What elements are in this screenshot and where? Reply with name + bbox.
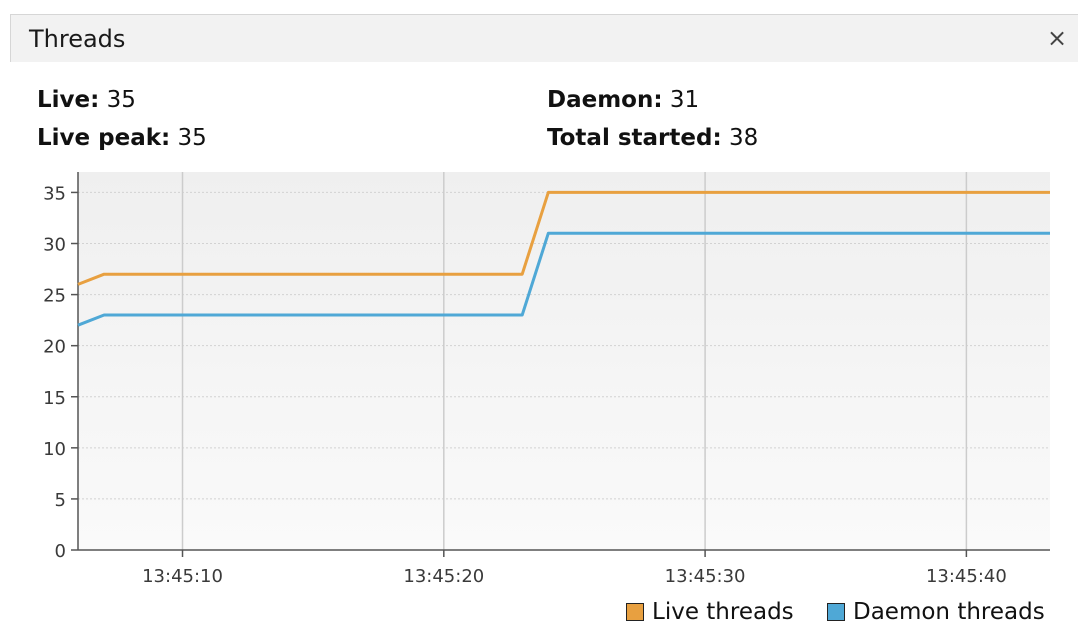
stat-total-started-value: 38	[728, 125, 759, 151]
y-tick-label: 15	[43, 388, 66, 409]
x-tick-label: 13:45:30	[665, 566, 746, 587]
y-tick-label: 20	[43, 337, 66, 358]
y-tick-label: 25	[43, 286, 66, 307]
legend-item-live-threads: Live threads	[626, 596, 794, 628]
stat-live-peak: Live peak: 35	[37, 123, 207, 153]
y-tick-label: 30	[43, 235, 66, 256]
series-line-live-threads	[77, 190, 1050, 286]
close-icon[interactable]: ×	[1046, 24, 1068, 52]
series-line-daemon-threads	[77, 231, 1050, 327]
stat-total-started: Total started: 38	[547, 123, 758, 153]
stat-live-label: Live:	[37, 87, 100, 113]
x-tick-label: 13:45:40	[926, 566, 1007, 587]
stat-live-peak-label: Live peak:	[37, 125, 171, 151]
y-tick-label: 10	[43, 439, 66, 460]
stat-live-peak-value: 35	[177, 125, 207, 151]
threads-chart: 0 5 10 15 20 25 30 35 13:45:10 13:45:20 13:45:30 13…	[43, 172, 1050, 587]
x-tick-label: 13:45:10	[142, 566, 223, 587]
legend-swatch-live-threads	[626, 603, 644, 621]
stat-daemon-value: 31	[669, 87, 700, 113]
y-tick-label: 5	[55, 490, 66, 511]
x-tick-label: 13:45:20	[403, 566, 484, 587]
tab-header[interactable]: Threads ×	[10, 14, 1078, 62]
legend-item-daemon-threads: Daemon threads	[827, 596, 1045, 628]
top-strip	[0, 0, 1080, 14]
tab-title: Threads	[29, 25, 126, 53]
stat-daemon-label: Daemon:	[547, 87, 663, 113]
legend-swatch-daemon-threads	[827, 603, 845, 621]
legend-label-daemon-threads: Daemon threads	[853, 599, 1045, 625]
legend-label-live-threads: Live threads	[652, 599, 794, 625]
stat-live-value: 35	[106, 87, 136, 113]
plot-area	[78, 172, 1050, 550]
stat-total-started-label: Total started:	[547, 125, 722, 151]
stat-daemon: Daemon: 31	[547, 85, 699, 115]
y-tick-label: 35	[43, 183, 66, 204]
y-tick-label: 0	[55, 541, 66, 562]
stat-live: Live: 35	[37, 85, 136, 115]
